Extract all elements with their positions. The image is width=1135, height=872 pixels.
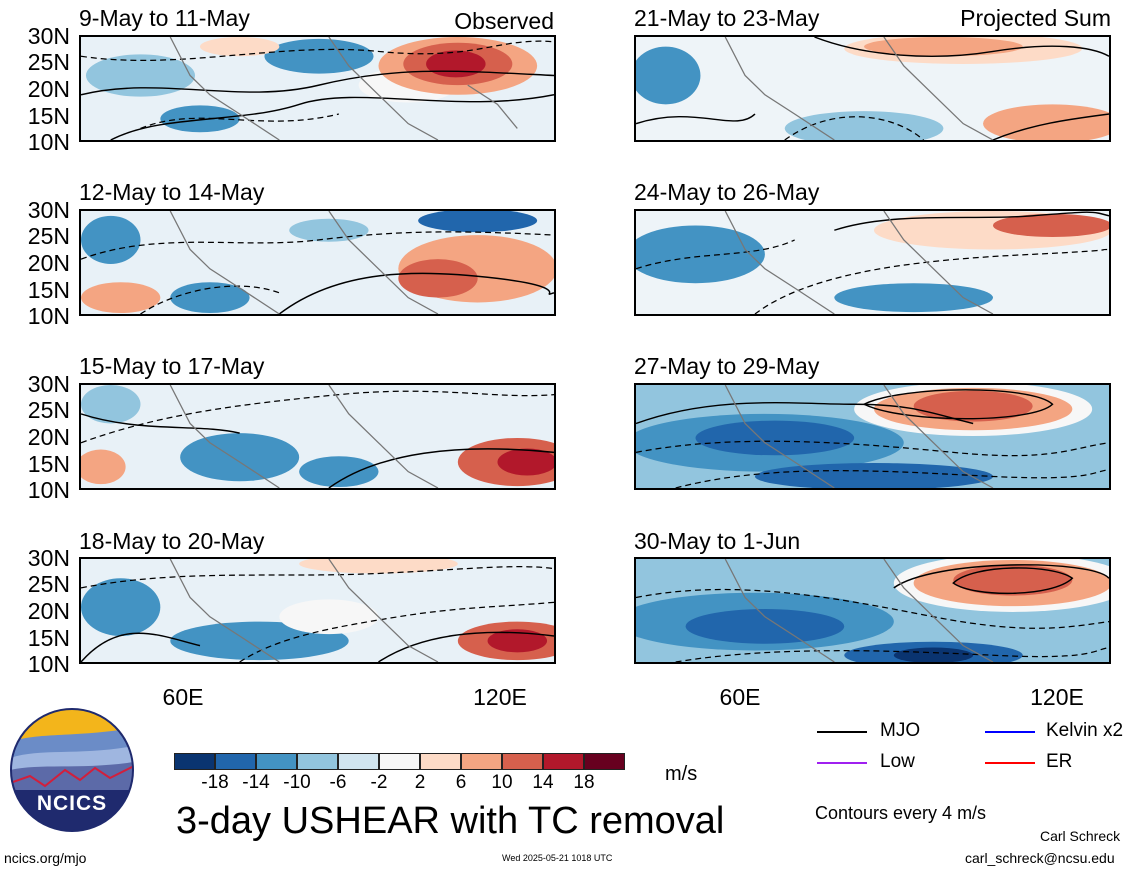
lat-label: 10N — [27, 477, 70, 503]
panel-title-2: 12-May to 14-May — [79, 179, 265, 205]
low-key-line — [817, 762, 867, 764]
colorbar-swatch — [584, 753, 625, 770]
main-title: 3-day USHEAR with TC removal — [176, 800, 725, 842]
map-panel-5 — [634, 383, 1111, 490]
kelvin-key-label: Kelvin x2 — [1046, 720, 1124, 741]
colorbar-swatch — [461, 753, 502, 770]
observed-label: Observed — [454, 8, 554, 34]
lat-label: 15N — [27, 625, 70, 651]
colorbar-label: -14 — [242, 772, 270, 793]
colorbar-swatch — [502, 753, 543, 770]
lat-label: 10N — [27, 129, 70, 155]
ncics-logo: NCICS — [10, 708, 134, 832]
lat-label: 15N — [27, 103, 70, 129]
lat-label: 20N — [27, 424, 70, 450]
panel-title-4: 15-May to 17-May — [79, 353, 265, 379]
colorbar-swatch — [420, 753, 461, 770]
colorbar-label: -6 — [329, 772, 347, 793]
lat-label: 25N — [27, 49, 70, 75]
author: Carl Schreck — [1040, 828, 1121, 844]
lat-label: 30N — [27, 23, 70, 49]
projected-sum-label: Projected Sum — [960, 5, 1111, 31]
colorbar-swatch — [256, 753, 297, 770]
colorbar-label: -10 — [283, 772, 311, 793]
colorbar-swatch — [338, 753, 379, 770]
panel-title-6: 18-May to 20-May — [79, 528, 265, 554]
colorbar-swatch — [174, 753, 215, 770]
lat-label: 30N — [27, 545, 70, 571]
colorbar-label: 14 — [532, 772, 554, 793]
lat-label: 20N — [27, 76, 70, 102]
panel-title-5: 27-May to 29-May — [634, 353, 820, 379]
lat-label: 30N — [27, 197, 70, 223]
lon-label-60e-left: 60E — [162, 684, 204, 710]
colorbar-units: m/s — [665, 763, 698, 785]
lon-label-60e-right: 60E — [719, 684, 761, 710]
lat-label: 25N — [27, 397, 70, 423]
panel-title-3: 24-May to 26-May — [634, 179, 820, 205]
email[interactable]: carl_schreck@ncsu.edu — [965, 850, 1115, 866]
colorbar-label: 18 — [573, 772, 595, 793]
panel-title-0: 9-May to 11-May — [79, 5, 250, 31]
lat-label: 25N — [27, 223, 70, 249]
colorbar — [174, 753, 626, 770]
website-link[interactable]: ncics.org/mjo — [4, 850, 87, 866]
lat-label: 10N — [27, 651, 70, 677]
lat-label: 20N — [27, 598, 70, 624]
map-panel-1 — [634, 35, 1111, 142]
map-panel-2 — [79, 209, 556, 316]
colorbar-swatch — [379, 753, 420, 770]
mjo-key-line — [817, 731, 867, 733]
contour-note: Contours every 4 m/s — [815, 803, 987, 823]
lat-label: 10N — [27, 303, 70, 329]
panel-title-7: 30-May to 1-Jun — [634, 528, 801, 554]
lat-label: 15N — [27, 451, 70, 477]
colorbar-swatch — [543, 753, 584, 770]
lat-label: 15N — [27, 277, 70, 303]
ncics-logo-text: NCICS — [36, 792, 108, 815]
colorbar-label: 2 — [414, 772, 426, 793]
lon-label-120e-right: 120E — [1030, 684, 1084, 710]
colorbar-label: -18 — [201, 772, 229, 793]
colorbar-label: 6 — [455, 772, 467, 793]
er-key-label: ER — [1046, 751, 1073, 772]
map-panel-6 — [79, 557, 556, 664]
mjo-key-label: MJO — [880, 720, 921, 741]
lon-label-120e-left: 120E — [473, 684, 527, 710]
map-panel-0 — [79, 35, 556, 142]
map-panel-7 — [634, 557, 1111, 664]
low-key-label: Low — [880, 751, 915, 772]
map-panel-3 — [634, 209, 1111, 316]
lat-label: 30N — [27, 371, 70, 397]
colorbar-label: -2 — [370, 772, 388, 793]
timestamp: Wed 2025-05-21 1018 UTC — [502, 853, 613, 863]
kelvin-key-line — [985, 731, 1035, 733]
colorbar-swatch — [297, 753, 338, 770]
lat-label: 20N — [27, 250, 70, 276]
panel-title-1: 21-May to 23-May — [634, 5, 820, 31]
map-panel-4 — [79, 383, 556, 490]
lat-label: 25N — [27, 571, 70, 597]
colorbar-label: 10 — [491, 772, 513, 793]
er-key-line — [985, 762, 1035, 764]
colorbar-swatch — [215, 753, 256, 770]
